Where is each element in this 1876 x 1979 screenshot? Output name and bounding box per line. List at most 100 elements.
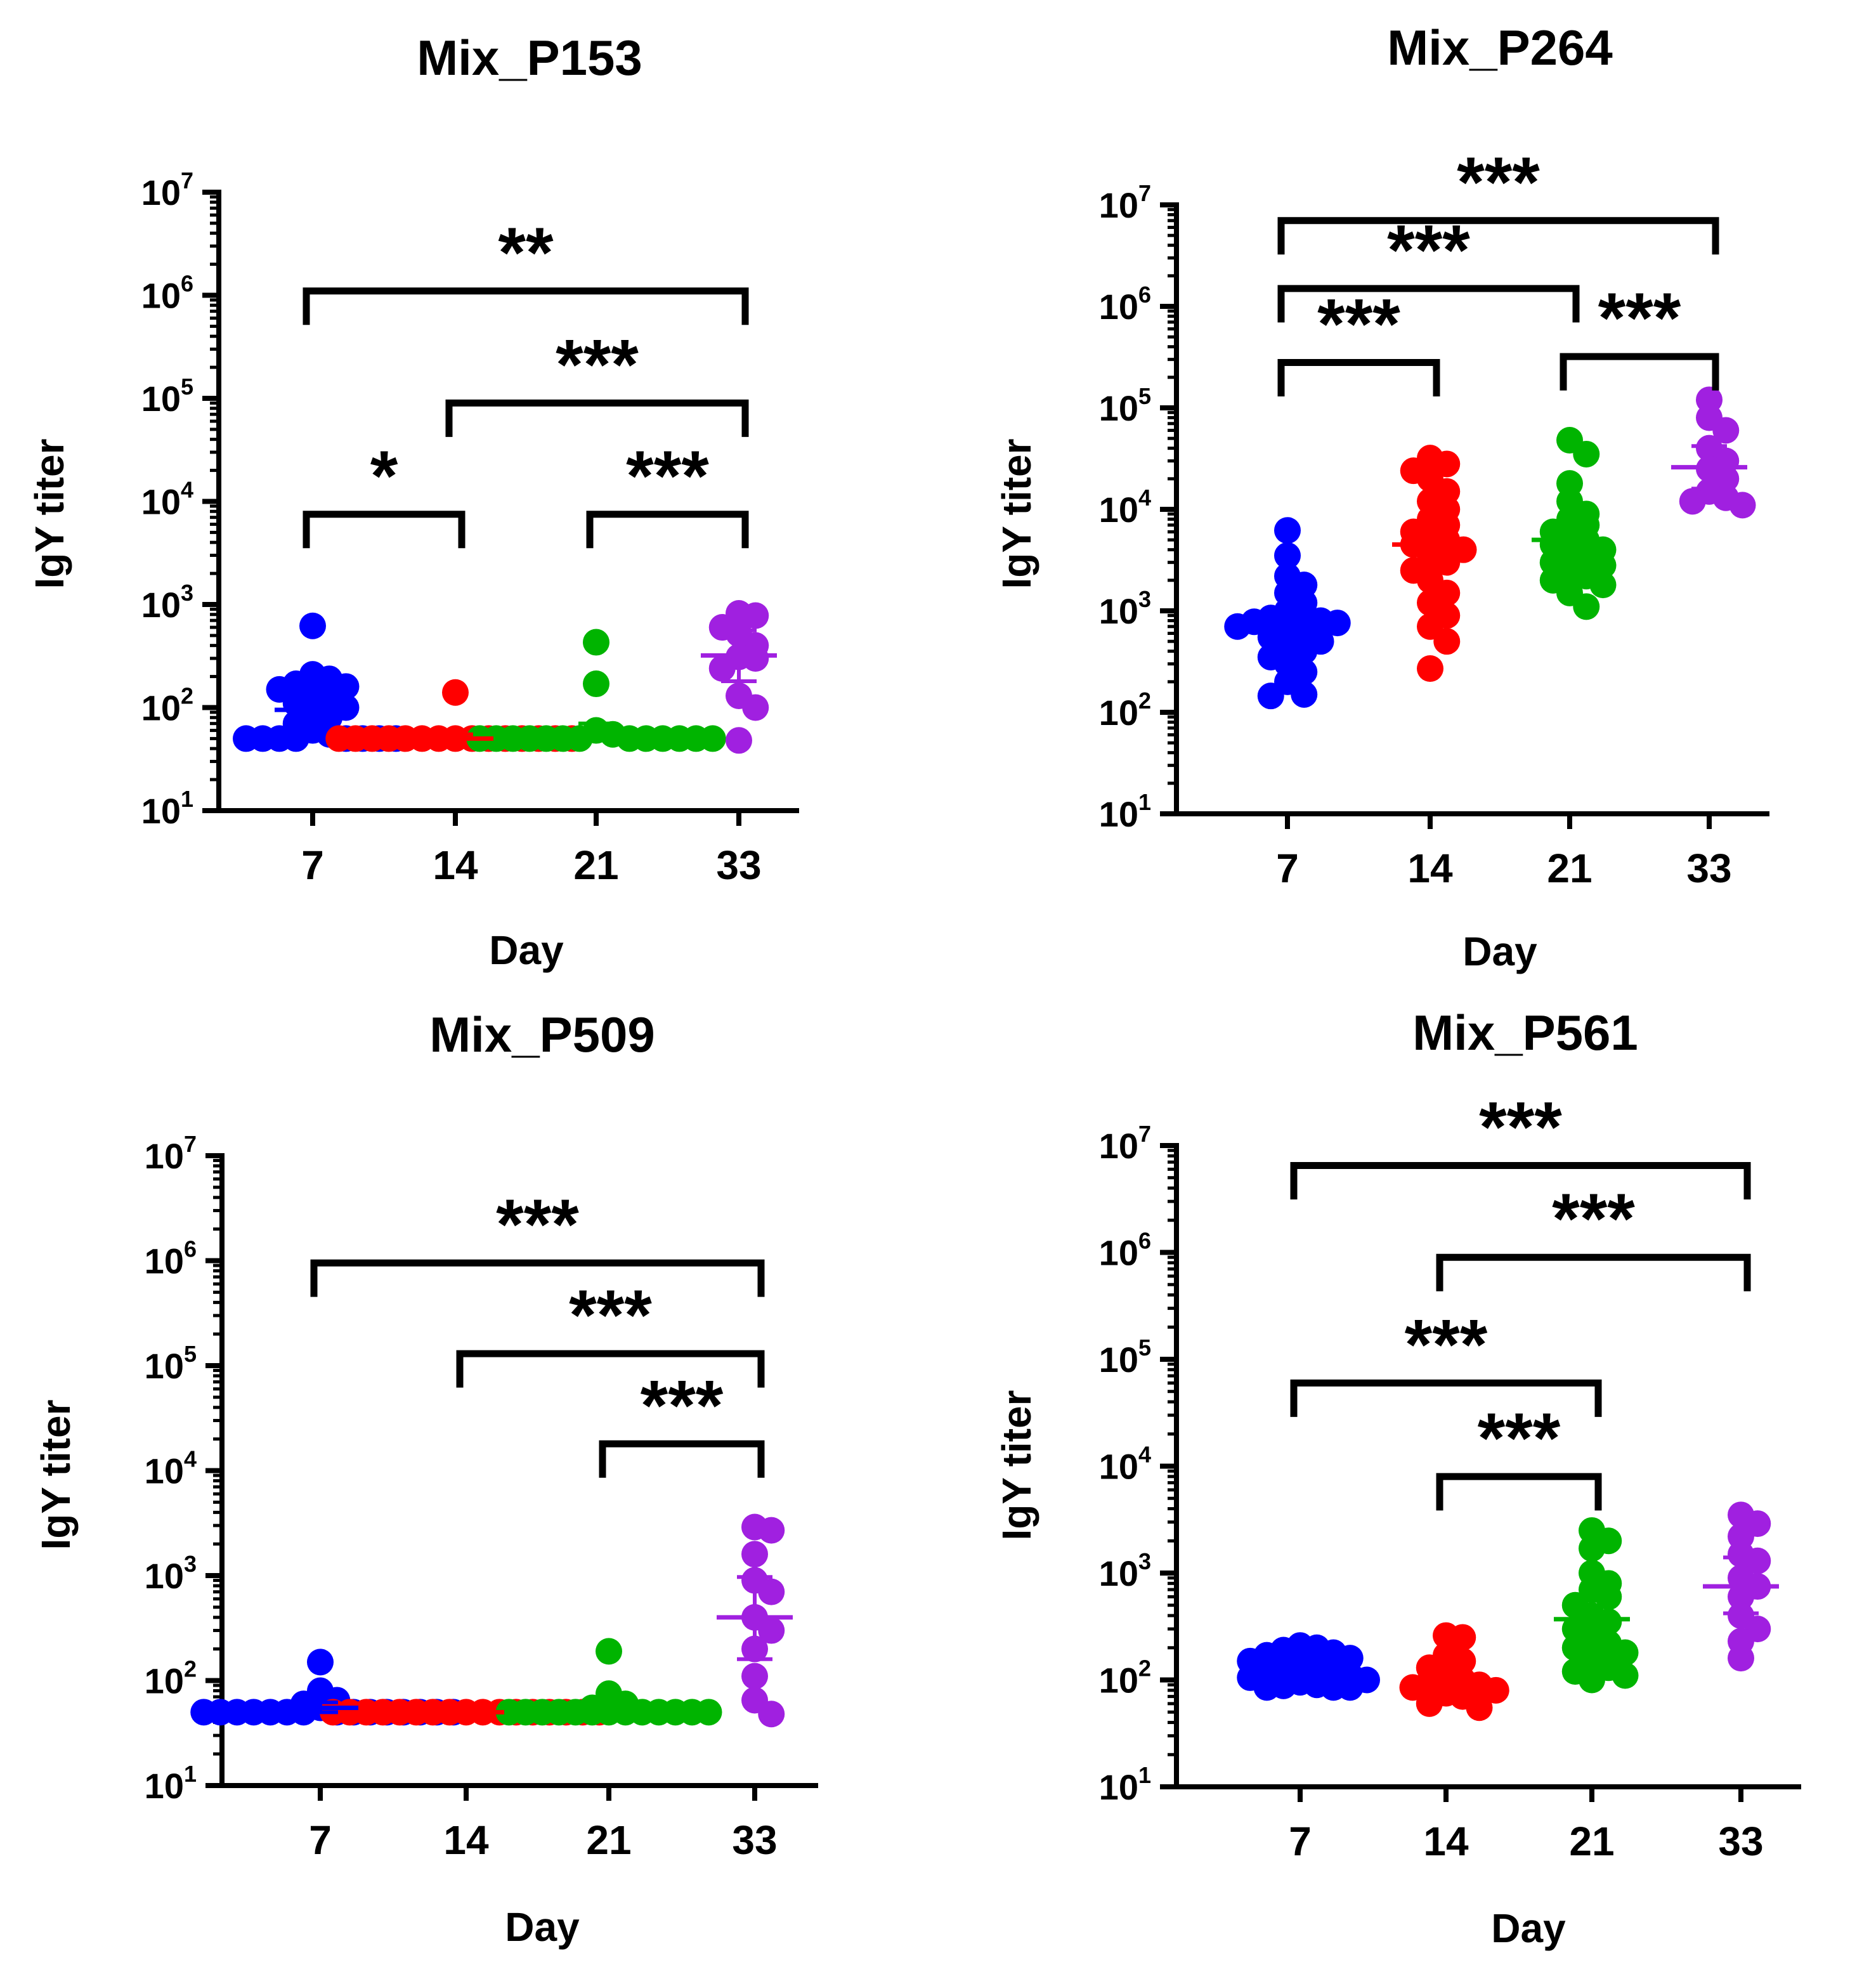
chart-title: Mix_P509 [429, 1007, 655, 1062]
data-point [1579, 1535, 1605, 1562]
y-tick-label: 102 [1099, 1656, 1151, 1701]
data-point [1466, 1694, 1493, 1721]
significance-label: *** [556, 325, 639, 404]
data-point [1729, 492, 1756, 519]
significance-bracket [445, 399, 749, 437]
significance-bracket [1436, 1253, 1751, 1291]
significance-bracket [1277, 285, 1580, 323]
significance-brackets: ************ [1290, 1088, 1751, 1511]
x-axis: 7 14 21 33 [219, 1783, 818, 1863]
data-point [1291, 681, 1318, 708]
significance-bracket [310, 1259, 765, 1297]
x-axis-label: Day [505, 1904, 580, 1950]
y-tick-label: 104 [1099, 485, 1151, 530]
x-tick-label: 33 [732, 1817, 777, 1863]
significance-bracket [1290, 1379, 1602, 1417]
data-point [1433, 549, 1461, 576]
y-tick-label: 104 [141, 477, 193, 522]
y-axis-label: IgY titer [33, 1399, 79, 1550]
data-point [1679, 488, 1706, 515]
data-point [742, 602, 769, 629]
x-axis-label: Day [1491, 1905, 1566, 1951]
y-tick-label: 106 [1099, 282, 1151, 327]
significance-bracket [586, 511, 749, 549]
y-tick-label: 105 [145, 1341, 197, 1386]
data-point [1433, 628, 1461, 655]
significance-label: *** [1479, 1088, 1562, 1167]
significance-bracket [1277, 358, 1440, 396]
significance-label: ** [498, 213, 554, 292]
significance-label: *** [1405, 1305, 1488, 1384]
y-tick-label: 103 [141, 580, 193, 625]
data-point [495, 1699, 523, 1726]
x-tick-label: 14 [1423, 1819, 1469, 1864]
data-point [1324, 610, 1351, 637]
data-point [1336, 1674, 1364, 1701]
data-point [325, 725, 353, 752]
significance-label: *** [569, 1276, 652, 1355]
data-point [1579, 1666, 1605, 1694]
significance-bracket [303, 287, 749, 325]
significance-bracket [1290, 1162, 1751, 1200]
y-tick-label: 107 [1099, 180, 1151, 225]
x-tick-label: 7 [301, 842, 324, 888]
significance-bracket [599, 1440, 765, 1478]
y-axis-label: IgY titer [27, 438, 72, 589]
data-point [233, 725, 259, 752]
y-tick-label: 105 [1099, 1335, 1151, 1380]
x-tick-label: 14 [443, 1817, 489, 1863]
y-tick-label: 107 [141, 167, 193, 212]
data-point [758, 1701, 785, 1728]
significance-brackets: ********* [303, 213, 749, 549]
data-point [1274, 517, 1301, 544]
data-point [758, 1578, 785, 1605]
significance-bracket [456, 1350, 765, 1388]
data-point [307, 1649, 334, 1676]
data-point [1712, 417, 1740, 444]
x-axis-label: Day [1462, 929, 1537, 974]
data-points [1237, 1501, 1771, 1721]
significance-brackets: ************ [1277, 143, 1719, 396]
y-tick-label: 103 [1099, 586, 1151, 631]
significance-label: *** [1598, 278, 1681, 358]
y-axis-label: IgY titer [994, 438, 1039, 589]
x-axis-label: Day [489, 927, 564, 973]
data-point [1274, 542, 1301, 569]
x-tick-label: 14 [1407, 846, 1453, 891]
data-point [741, 1541, 768, 1568]
y-axis-label: IgY titer [994, 1390, 1039, 1540]
data-points [233, 600, 769, 754]
x-tick-label: 33 [1686, 846, 1731, 891]
chart-panel-mix-p509: Mix_P509 IgY titer Day 101 102 103 104 105 10… [33, 1007, 818, 1950]
significance-label: *** [626, 436, 709, 516]
x-tick-label: 7 [1289, 1819, 1312, 1864]
data-point [1224, 613, 1251, 640]
data-point [1482, 1676, 1509, 1704]
significance-label: *** [1387, 211, 1470, 290]
data-point [442, 679, 469, 706]
data-point [1416, 1690, 1443, 1717]
chart-title: Mix_P561 [1412, 1005, 1638, 1061]
data-point [1573, 440, 1600, 467]
y-tick-label: 102 [145, 1656, 197, 1701]
significance-bracket [1560, 353, 1719, 391]
data-point [1417, 655, 1443, 682]
data-point [190, 1699, 218, 1726]
mean-ci-bars [1249, 444, 1747, 636]
chart-panel-mix-p153: Mix_P153 IgY titer Day 10110210310410510… [27, 30, 799, 973]
x-axis: 7 14 21 33 [1174, 1784, 1801, 1864]
significance-label: *** [496, 1185, 579, 1264]
x-tick-label: 33 [1718, 1819, 1763, 1864]
mean-ci-bars [275, 628, 777, 741]
significance-bracket [1436, 1473, 1602, 1511]
significance-label: *** [1317, 284, 1400, 363]
data-point [1573, 593, 1600, 620]
data-point [758, 1517, 785, 1544]
y-tick-label: 101 [145, 1761, 197, 1806]
data-point [699, 725, 726, 752]
data-point [742, 644, 769, 672]
y-tick-label: 103 [1099, 1548, 1151, 1593]
y-axis: 101 102 103 104 105 106 107 [141, 167, 221, 831]
significance-label: *** [641, 1366, 724, 1445]
